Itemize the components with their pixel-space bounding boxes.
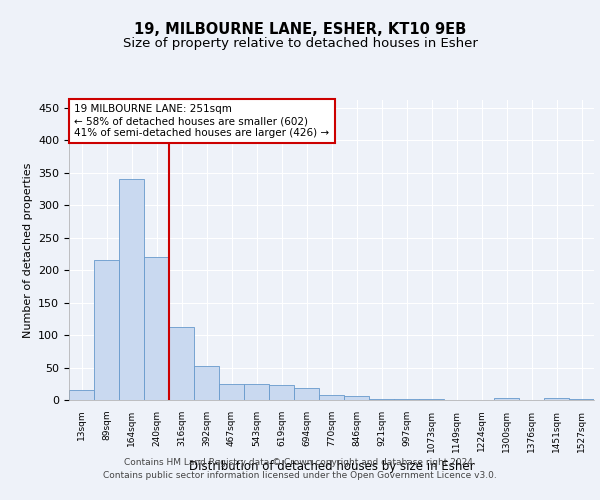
Bar (544, 398, 569, 400)
Bar (569, 398, 594, 400)
Bar (294, 388, 319, 400)
Bar (144, 257, 169, 400)
Bar (494, 398, 519, 400)
Bar (344, 396, 369, 400)
Y-axis label: Number of detached properties: Number of detached properties (23, 162, 32, 338)
Bar (194, 366, 219, 400)
Bar (69, 390, 94, 400)
Bar (369, 398, 394, 400)
Text: 19, MILBOURNE LANE, ESHER, KT10 9EB: 19, MILBOURNE LANE, ESHER, KT10 9EB (134, 22, 466, 38)
Bar (119, 179, 144, 400)
Bar (219, 384, 244, 400)
Bar (244, 384, 269, 400)
Text: 19 MILBOURNE LANE: 251sqm
← 58% of detached houses are smaller (602)
41% of semi: 19 MILBOURNE LANE: 251sqm ← 58% of detac… (74, 104, 329, 138)
Text: Contains public sector information licensed under the Open Government Licence v3: Contains public sector information licen… (103, 472, 497, 480)
Text: Contains HM Land Registry data © Crown copyright and database right 2024.: Contains HM Land Registry data © Crown c… (124, 458, 476, 467)
Text: Size of property relative to detached houses in Esher: Size of property relative to detached ho… (122, 38, 478, 51)
Bar (319, 395, 344, 400)
Bar (94, 260, 119, 400)
X-axis label: Distribution of detached houses by size in Esher: Distribution of detached houses by size … (188, 460, 475, 473)
Bar (269, 385, 294, 400)
Bar (169, 328, 194, 400)
